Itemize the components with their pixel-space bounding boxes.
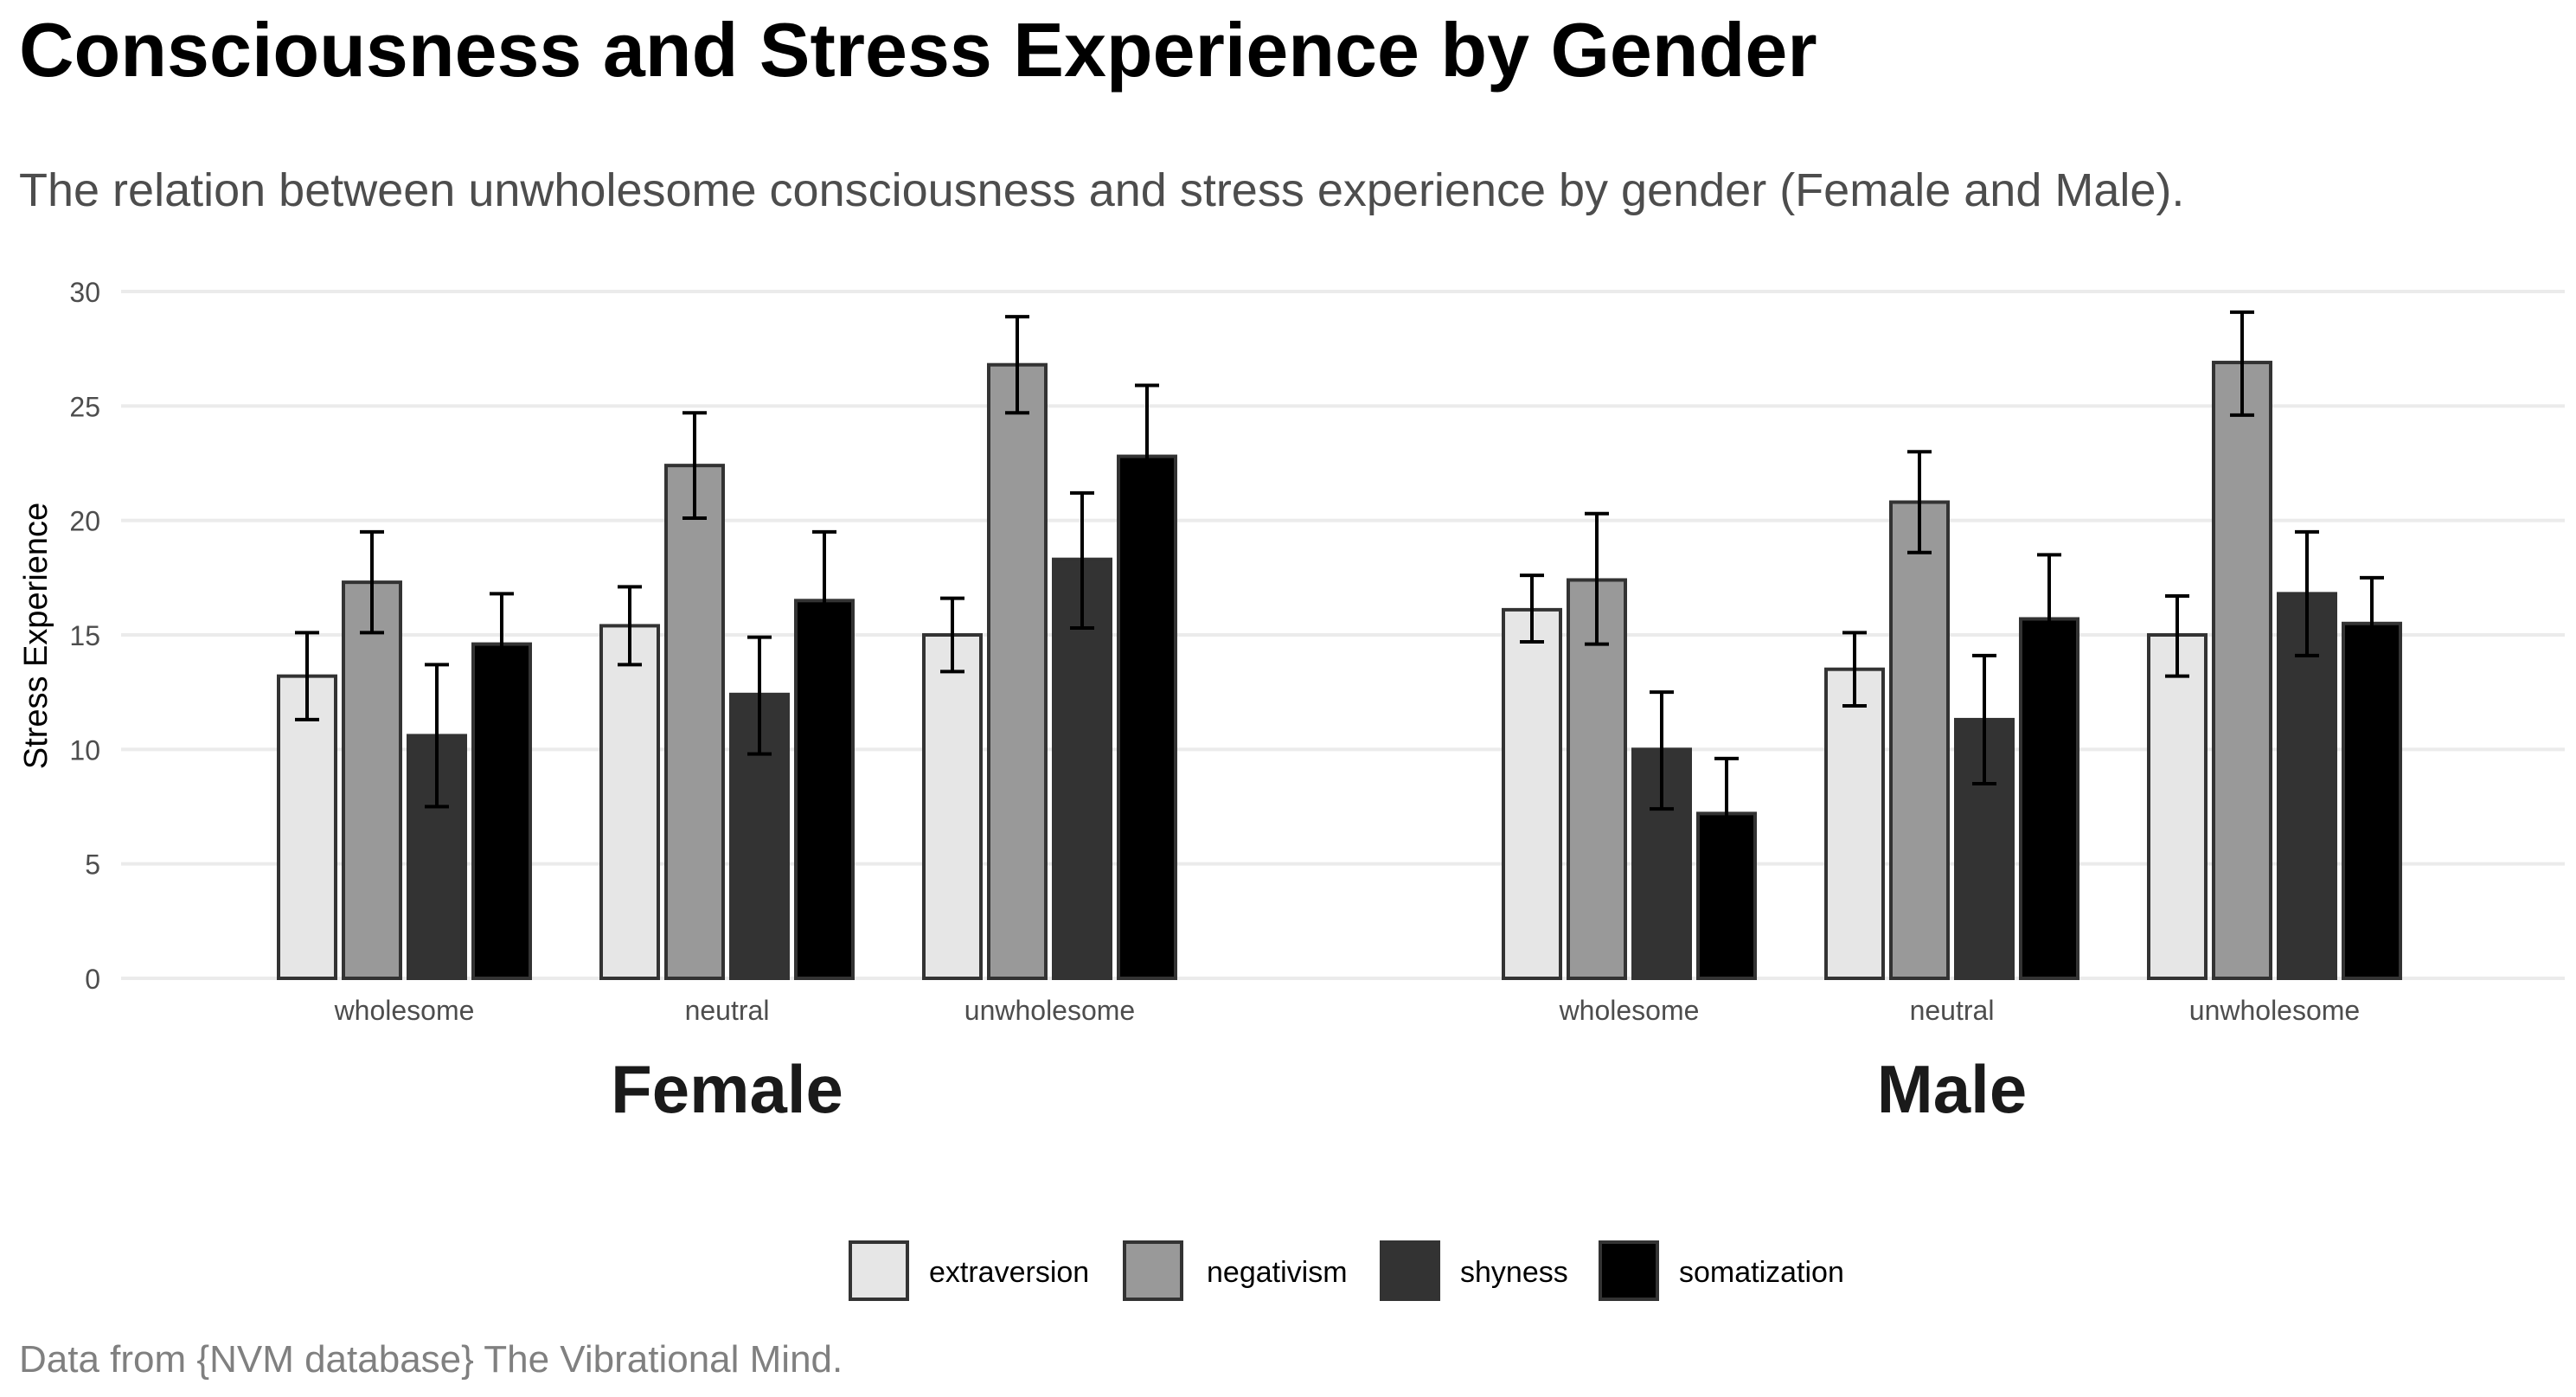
legend-item-somatization: somatization: [1599, 1240, 1844, 1301]
y-tick-label: 30: [69, 277, 100, 308]
bar-male-neutral-extraversion: [1824, 667, 1885, 980]
error-bar-female-wholesome-shyness: [425, 663, 449, 809]
legend-item-negativism: negativism: [1123, 1240, 1348, 1301]
legend-swatch: [1123, 1240, 1183, 1301]
bar-male-unwholesome-shyness: [2277, 592, 2337, 980]
category-label: neutral: [1910, 995, 1995, 1026]
y-axis-label: Stress Experience: [18, 503, 54, 769]
category-label: unwholesome: [2189, 995, 2360, 1026]
legend-label: negativism: [1207, 1256, 1348, 1289]
category-label: unwholesome: [964, 995, 1135, 1026]
legend-item-shyness: shyness: [1380, 1240, 1568, 1301]
error-bar-female-unwholesome-negativism: [1005, 315, 1029, 415]
bar-female-unwholesome-negativism: [987, 362, 1048, 980]
error-bar-male-wholesome-negativism: [1585, 511, 1609, 646]
chart-subtitle: The relation between unwholesome conscio…: [19, 164, 2184, 216]
legend: extraversion negativism shyness somatizatio…: [849, 1240, 1844, 1301]
error-bar-female-unwholesome-shyness: [1070, 490, 1094, 631]
bar-male-neutral-negativism: [1889, 500, 1950, 980]
error-bar-female-neutral-somatization: [812, 529, 836, 670]
error-bar-female-wholesome-extraversion: [295, 631, 319, 721]
legend-label: somatization: [1679, 1256, 1844, 1289]
error-bar-male-neutral-somatization: [2037, 553, 2061, 688]
bar-female-wholesome-negativism: [342, 580, 402, 980]
legend-swatch: [849, 1240, 909, 1301]
error-bar-male-unwholesome-extraversion: [2165, 594, 2189, 678]
y-axis-ticks: 0 5 10 15 20 25 30: [69, 277, 100, 995]
error-bar-female-wholesome-negativism: [360, 529, 384, 635]
y-tick-label: 25: [69, 391, 100, 422]
error-bar-male-unwholesome-negativism: [2230, 310, 2254, 417]
bar-male-unwholesome-negativism: [2212, 361, 2272, 980]
category-label: neutral: [685, 995, 770, 1026]
bar-male-wholesome-extraversion: [1502, 607, 1562, 980]
legend-swatch: [1599, 1240, 1659, 1301]
error-bar-female-unwholesome-somatization: [1135, 383, 1159, 532]
error-bars: [295, 310, 2384, 868]
bar-female-unwholesome-extraversion: [922, 633, 983, 980]
bar-female-wholesome-extraversion: [277, 674, 337, 980]
bar-male-wholesome-somatization: [1696, 811, 1757, 980]
error-bar-male-wholesome-extraversion: [1520, 574, 1544, 644]
error-bar-female-neutral-negativism: [682, 411, 707, 521]
legend-label: shyness: [1460, 1256, 1568, 1289]
error-bar-female-neutral-shyness: [747, 635, 772, 756]
bar-female-neutral-negativism: [664, 464, 725, 980]
error-bar-male-neutral-shyness: [1972, 653, 1996, 786]
facet-label-male: Male: [1877, 1051, 2027, 1127]
bar-male-wholesome-negativism: [1567, 578, 1627, 980]
bar-female-wholesome-somatization: [471, 642, 532, 980]
y-tick-label: 10: [69, 734, 100, 766]
legend-item-extraversion: extraversion: [849, 1240, 1089, 1301]
error-bar-male-neutral-negativism: [1907, 450, 1932, 554]
error-bar-male-neutral-extraversion: [1842, 631, 1867, 708]
bar-male-wholesome-shyness: [1631, 747, 1692, 980]
bar-female-unwholesome-somatization: [1117, 454, 1177, 980]
bar-male-unwholesome-extraversion: [2147, 633, 2208, 980]
bars: [277, 361, 2402, 981]
legend-label: extraversion: [929, 1256, 1089, 1289]
y-tick-label: 0: [85, 964, 100, 995]
chart-caption: Data from {NVM database} The Vibrational…: [19, 1338, 843, 1381]
error-bar-female-neutral-extraversion: [618, 585, 642, 667]
error-bar-male-unwholesome-shyness: [2295, 529, 2319, 657]
bar-female-neutral-extraversion: [599, 624, 660, 980]
category-label: wholesome: [1559, 995, 1700, 1026]
error-bar-male-unwholesome-somatization: [2360, 575, 2384, 671]
y-tick-label: 20: [69, 506, 100, 537]
facet-labels: Female Male: [611, 1051, 2027, 1127]
error-bar-female-wholesome-somatization: [490, 592, 514, 696]
y-tick-label: 15: [69, 620, 100, 651]
chart-title: Consciousness and Stress Experience by G…: [19, 7, 1817, 93]
legend-swatch: [1380, 1240, 1440, 1301]
category-label: wholesome: [334, 995, 475, 1026]
category-labels: wholesome neutral unwholesome wholesome neut…: [334, 995, 2361, 1026]
error-bar-female-unwholesome-extraversion: [940, 596, 964, 674]
facet-label-female: Female: [611, 1051, 843, 1127]
error-bar-male-wholesome-somatization: [1714, 756, 1739, 868]
y-tick-label: 5: [85, 849, 100, 881]
error-bar-male-wholesome-shyness: [1650, 690, 1674, 811]
bar-male-unwholesome-somatization: [2342, 621, 2402, 980]
